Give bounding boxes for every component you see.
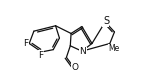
Text: Me: Me [108, 44, 119, 53]
Text: F: F [38, 51, 43, 60]
Text: S: S [103, 16, 109, 26]
Text: F: F [24, 39, 29, 48]
Text: N: N [79, 47, 86, 56]
Text: O: O [71, 63, 78, 72]
